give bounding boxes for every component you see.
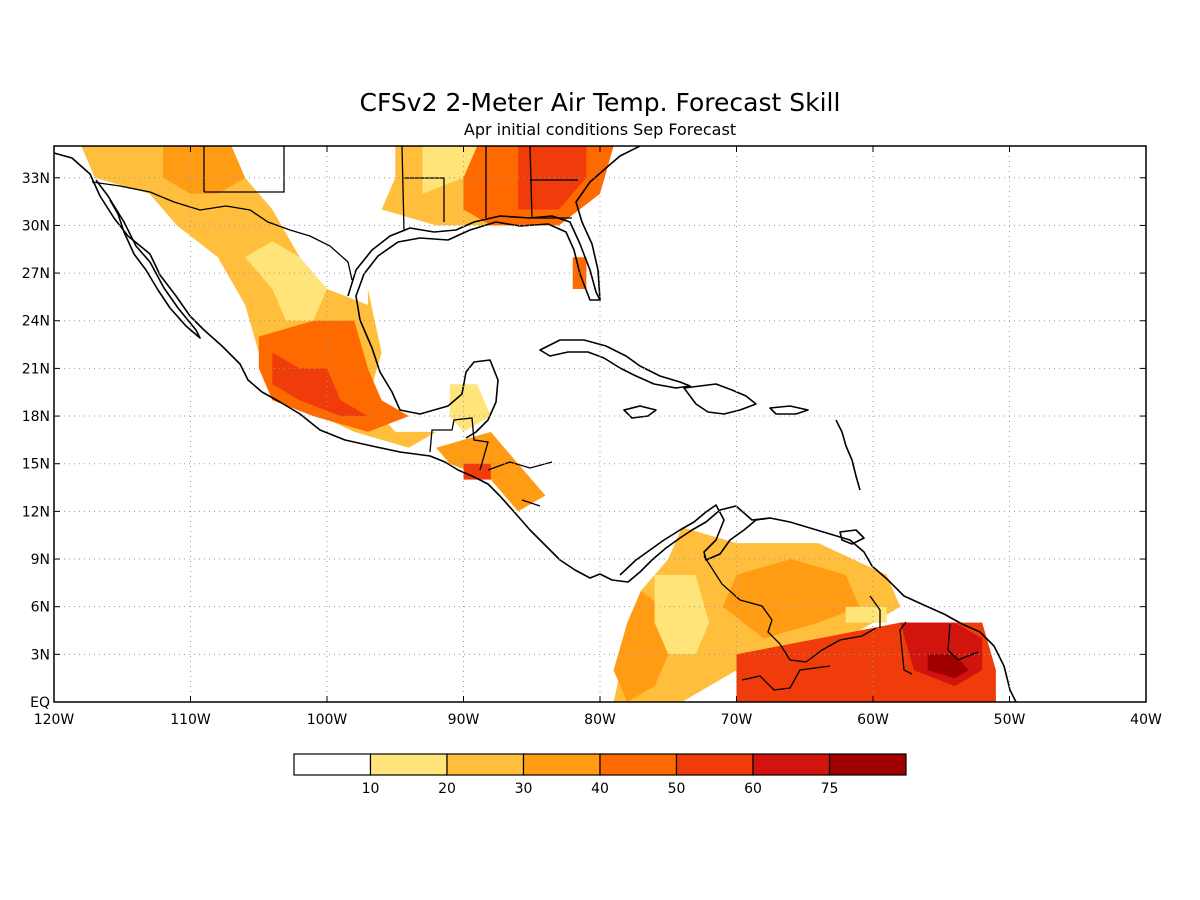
coastline-us-east — [575, 146, 641, 301]
colorbar-label: 50 — [668, 781, 686, 797]
colorbar-swatch-6 — [752, 753, 831, 776]
lon-tick-label: 70W — [721, 712, 753, 728]
lat-tick-label: 33N — [22, 171, 50, 187]
colorbar-swatch-1 — [369, 753, 448, 776]
colorbar-label: 10 — [362, 781, 380, 797]
coastlines — [54, 146, 1017, 702]
lat-tick-label: 15N — [22, 457, 50, 473]
central-america-borders — [429, 417, 553, 507]
skill-region-15 — [722, 559, 860, 639]
lat-tick-label: 27N — [22, 266, 50, 282]
us-mexico-border — [91, 181, 353, 281]
colorbar-label: 30 — [515, 781, 533, 797]
lat-tick-label: 12N — [22, 504, 50, 520]
lon-tick-label: 60W — [857, 712, 889, 728]
lat-tick-label: 30N — [22, 218, 50, 234]
skill-region-2 — [258, 320, 409, 432]
lat-tick-label: 21N — [22, 361, 50, 377]
colorbar-swatch-2 — [446, 753, 525, 776]
jamaica — [623, 405, 657, 419]
lon-tick-label: 110W — [170, 712, 211, 728]
colorbar-label: 60 — [744, 781, 762, 797]
lat-tick-label: 9N — [31, 552, 50, 568]
map-gridlines — [54, 146, 1146, 702]
lon-tick-label: 40W — [1130, 712, 1162, 728]
lon-tick-label: 50W — [994, 712, 1026, 728]
cuba — [539, 339, 691, 389]
skill-region-11 — [436, 431, 546, 512]
skill-region-8 — [518, 146, 587, 210]
map-subtitle: Apr initial conditions Sep Forecast — [464, 120, 736, 139]
colorbar-swatch-7 — [828, 753, 907, 776]
skill-region-10 — [449, 384, 491, 432]
coastline-mainland — [54, 152, 1017, 702]
colorbar-label: 40 — [591, 781, 609, 797]
skill-region-6 — [422, 146, 478, 194]
coastline-baja — [95, 179, 201, 339]
colorbar-label: 75 — [821, 781, 839, 797]
colorbar-swatch-5 — [675, 753, 754, 776]
lat-tick-label: 24N — [22, 314, 50, 330]
skill-shading — [81, 146, 996, 702]
lon-tick-label: 100W — [307, 712, 348, 728]
lesser-antilles — [835, 419, 861, 491]
trinidad — [839, 529, 865, 545]
hispaniola — [683, 383, 757, 415]
color-scale-legend: 10 20 30 40 50 60 75 — [293, 753, 907, 797]
colorbar-swatch-0 — [293, 753, 372, 776]
map-title: CFSv2 2-Meter Air Temp. Forecast Skill — [360, 88, 841, 117]
lat-tick-label: 3N — [31, 647, 50, 663]
skill-region-1 — [245, 241, 327, 321]
skill-region-17 — [845, 606, 887, 623]
puerto-rico — [769, 405, 809, 415]
skill-region-12 — [463, 463, 491, 480]
skill-region-16 — [654, 574, 710, 655]
skill-region-3 — [272, 352, 368, 417]
lon-tick-label: 120W — [34, 712, 75, 728]
coastline-south-america — [619, 504, 771, 576]
colorbar-swatch-3 — [522, 753, 601, 776]
lon-tick-label: 80W — [584, 712, 616, 728]
lat-tick-label: EQ — [30, 695, 50, 711]
colorbar-label: 20 — [438, 781, 456, 797]
coastline-gulf — [347, 215, 601, 439]
lat-tick-label: 6N — [31, 600, 50, 616]
south-america-borders — [703, 555, 979, 691]
lon-tick-label: 90W — [448, 712, 480, 728]
lat-tick-label: 18N — [22, 409, 50, 425]
colorbar-swatch-4 — [599, 753, 678, 776]
